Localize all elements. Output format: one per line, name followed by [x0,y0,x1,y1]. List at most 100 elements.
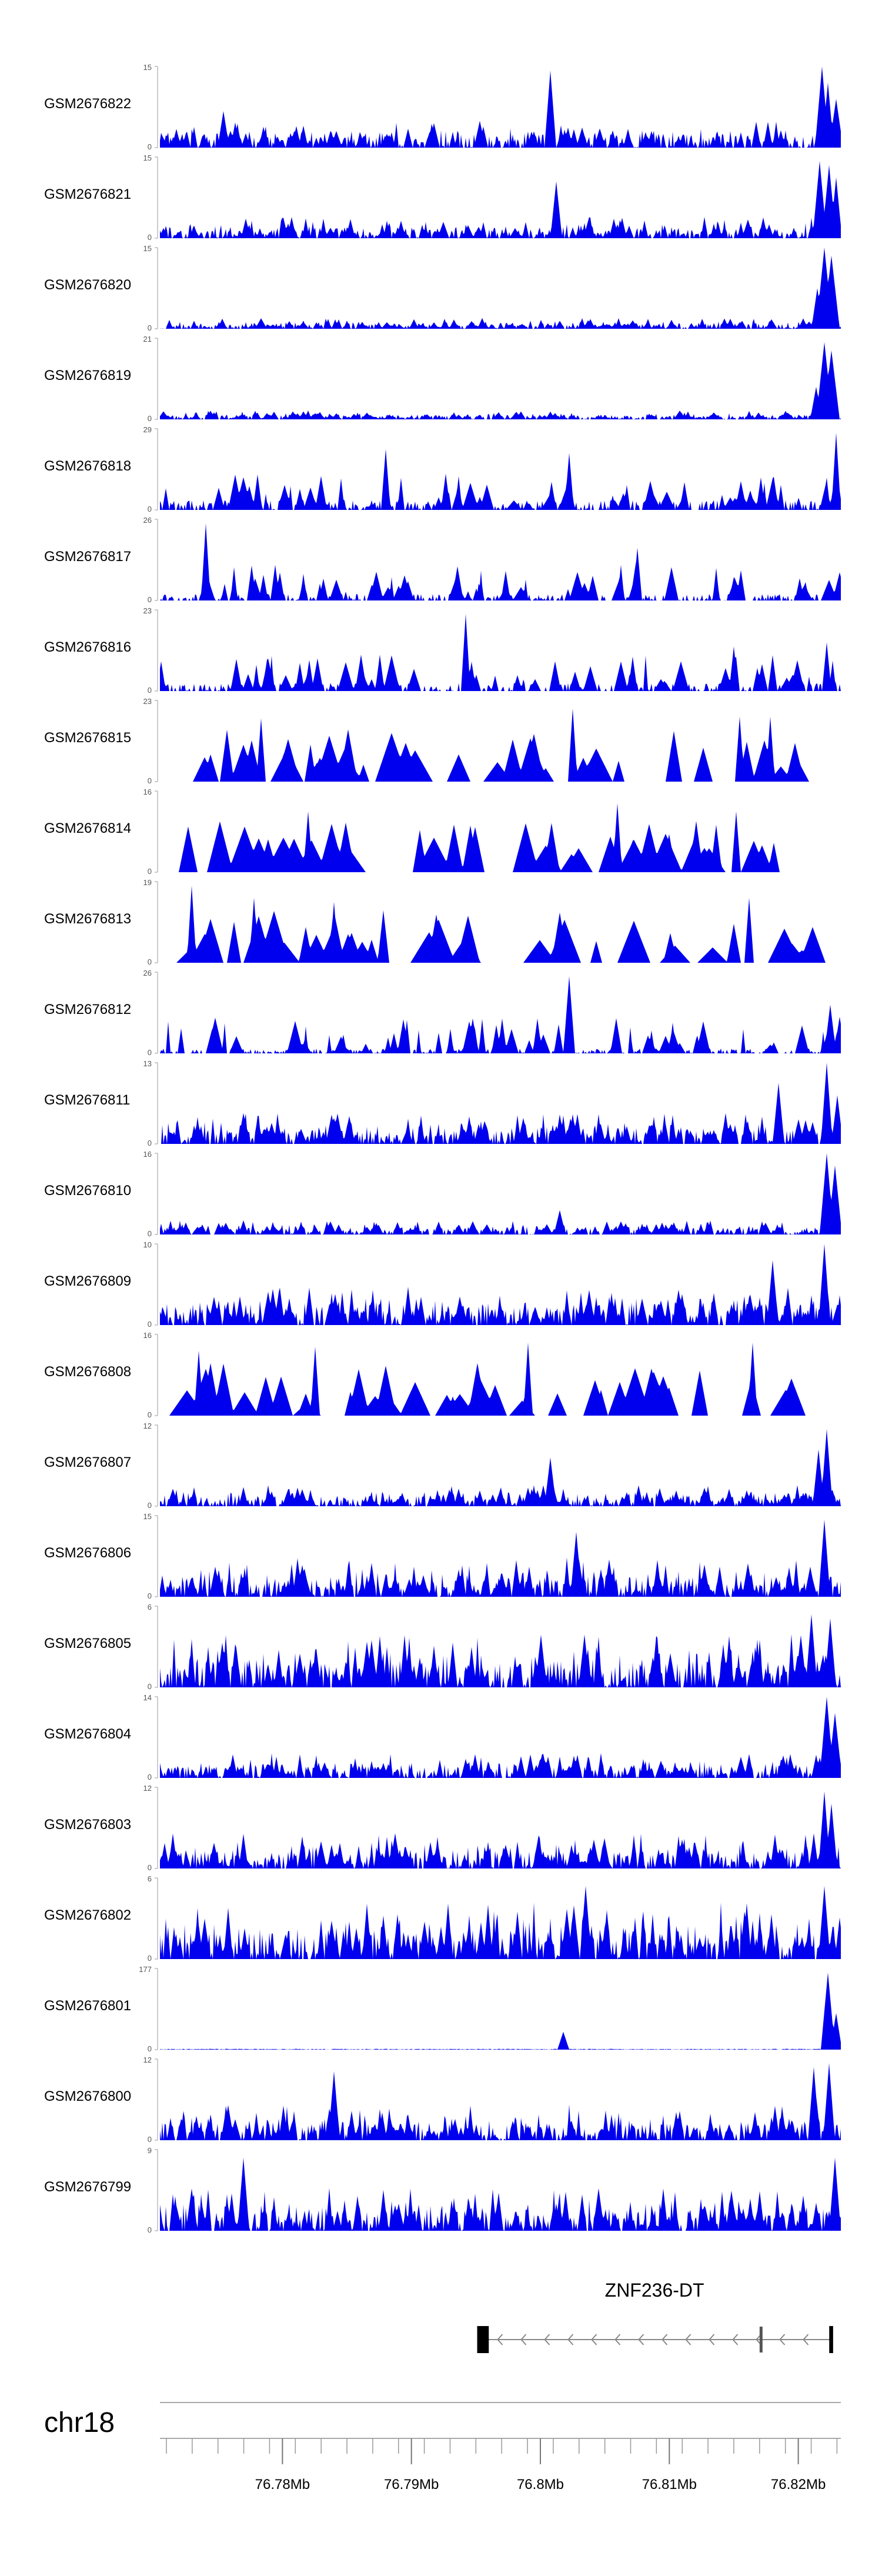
track-ymin-label: 0 [148,1229,152,1238]
track-ymin-label: 0 [148,505,152,513]
strand-arrow [614,2334,621,2345]
track-ymin-label: 0 [148,1048,152,1057]
coverage-area [160,1244,841,1325]
track-label: GSM2676810 [44,1183,131,1199]
track-label: GSM2676818 [44,458,131,474]
gene-track: ZNF236-DT [477,2280,833,2353]
strand-arrow [591,2334,597,2345]
track-GSM2676805: GSM2676805 6 0 [44,1603,841,1691]
track-GSM2676819: GSM2676819 21 0 [44,335,841,423]
strand-arrow [709,2334,715,2345]
track-ymin-label: 0 [148,2135,152,2144]
track-ymin-label: 0 [148,957,152,966]
track-GSM2676800: GSM2676800 12 0 [44,2056,841,2144]
track-ymax-label: 15 [143,244,152,253]
coverage-area [160,1342,841,1416]
coverage-tracks: GSM2676822150GSM2676821150GSM2676820150G… [44,63,841,2234]
track-label: GSM2676822 [44,96,131,112]
track-label: GSM2676811 [44,1092,130,1108]
track-ymax-label: 16 [143,1150,152,1159]
track-ymax-label: 10 [143,1240,152,1249]
track-label: GSM2676817 [44,549,131,565]
track-ymax-label: 9 [148,2146,152,2155]
track-label: GSM2676802 [44,1907,131,1923]
track-label: GSM2676801 [44,1998,131,2014]
track-GSM2676807: GSM2676807 12 0 [44,1422,841,1510]
track-GSM2676821: GSM2676821 15 0 [44,154,841,242]
track-ymax-label: 26 [143,969,152,977]
strand-arrow [497,2334,503,2345]
track-ymin-label: 0 [148,776,152,785]
track-label: GSM2676820 [44,277,131,293]
track-ymax-label: 16 [143,788,152,796]
track-label: GSM2676815 [44,730,131,746]
track-ymax-label: 29 [143,425,152,434]
coverage-area [160,803,841,872]
track-ymin-label: 0 [148,2044,152,2053]
strand-arrow [638,2334,644,2345]
track-ymax-label: 26 [143,516,152,525]
strand-arrow [544,2334,550,2345]
strand-arrow [685,2334,691,2345]
track-ymin-label: 0 [148,1863,152,1872]
strand-arrow [779,2334,786,2345]
track-GSM2676802: GSM2676802 6 0 [44,1874,841,1963]
chromosome-label: chr18 [44,2407,115,2438]
track-GSM2676801: GSM2676801 177 0 [44,1965,841,2053]
track-ymax-label: 12 [143,1422,152,1430]
track-GSM2676817: GSM2676817 26 0 [44,516,841,604]
track-ymax-label: 23 [143,606,152,615]
axis-tick-label: 76.82Mb [771,2477,826,2492]
track-ymax-label: 12 [143,2056,152,2064]
track-GSM2676808: GSM2676808 16 0 [44,1331,841,1419]
track-ymin-label: 0 [148,686,152,695]
track-ymin-label: 0 [148,1773,152,1781]
track-GSM2676815: GSM2676815 23 0 [44,697,841,785]
track-GSM2676822: GSM2676822 15 0 [44,63,841,151]
axis-tick-label: 76.81Mb [642,2477,697,2492]
track-ymax-label: 14 [143,1693,152,1702]
track-ymax-label: 15 [143,63,152,72]
track-ymin-label: 0 [148,1954,152,1963]
track-label: GSM2676804 [44,1726,131,1742]
coverage-area [160,1429,841,1506]
coverage-area [160,1791,841,1868]
track-GSM2676818: GSM2676818 29 0 [44,425,841,513]
track-ymax-label: 16 [143,1331,152,1340]
track-GSM2676812: GSM2676812 26 0 [44,969,841,1057]
coverage-area [160,1063,841,1144]
track-ymin-label: 0 [148,1682,152,1691]
track-label: GSM2676819 [44,368,131,383]
track-ymin-label: 0 [148,323,152,332]
track-ymin-label: 0 [148,414,152,423]
track-label: GSM2676805 [44,1636,131,1651]
track-ymin-label: 0 [148,595,152,604]
track-label: GSM2676800 [44,2088,131,2104]
track-label: GSM2676803 [44,1817,131,1833]
coverage-area [160,1614,841,1687]
track-ymin-label: 0 [148,2225,152,2234]
track-GSM2676804: GSM2676804 14 0 [44,1693,841,1781]
strand-arrow [803,2334,809,2345]
track-ymin-label: 0 [148,142,152,151]
coverage-area [160,613,841,691]
track-ymin-label: 0 [148,1501,152,1510]
axis-tick-label: 76.78Mb [255,2477,310,2492]
strand-arrow [662,2334,668,2345]
track-label: GSM2676808 [44,1364,131,1380]
track-ymax-label: 13 [143,1059,152,1068]
track-label: GSM2676806 [44,1545,131,1561]
track-ymax-label: 177 [139,1965,152,1974]
track-GSM2676811: GSM2676811 13 0 [44,1059,841,1147]
coverage-area [160,885,841,963]
coverage-area [160,432,841,510]
track-ymax-label: 19 [143,878,152,887]
track-GSM2676813: GSM2676813 19 0 [44,878,841,966]
coverage-area [160,1972,841,2050]
axis-tick-label: 76.8Mb [517,2477,564,2492]
track-ymin-label: 0 [148,867,152,876]
coverage-area [160,1519,841,1597]
track-GSM2676806: GSM2676806 15 0 [44,1512,841,1600]
track-label: GSM2676809 [44,1273,131,1289]
